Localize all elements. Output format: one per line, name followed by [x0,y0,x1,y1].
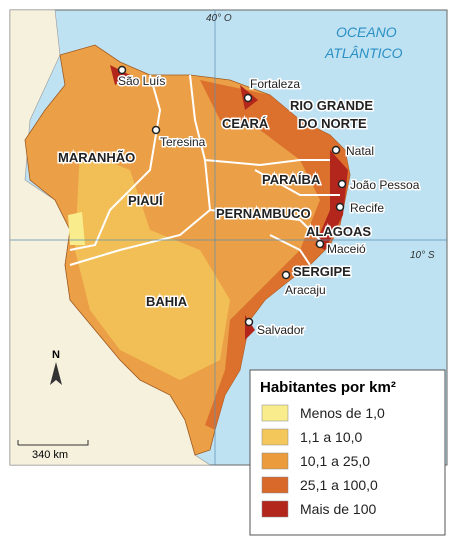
parallel-label: 10° S [410,250,435,261]
state-label: MARANHÃO [58,150,135,165]
city-dot [117,65,127,75]
city-label: Maceió [327,242,366,256]
state-label: BAHIA [146,294,188,309]
legend-title: Habitantes por km² [260,379,396,396]
city-label: Natal [346,144,374,158]
city-label: João Pessoa [350,178,420,192]
city-dot [151,125,161,135]
state-borders [69,74,340,266]
high-density-area [200,80,350,430]
state-labels: MARANHÃO PIAUÍ CEARÁ RIO GRANDE DO NORTE PARA… [57,97,375,311]
legend-box [249,369,446,536]
city-label: Recife [350,201,384,215]
meridian-label: 40° O [206,13,232,24]
state-label: SERGIPE [293,264,351,279]
state-label: DO NORTE [298,116,367,131]
city-label: Fortaleza [250,77,300,91]
city-dot [337,179,347,189]
city-dot [335,202,345,212]
city-dot [331,145,341,155]
scale-bar [17,440,89,446]
state-label: CEARÁ [222,116,269,131]
legend-items: Menos de 1,0 1,1 a 10,0 10,1 a 25,0 25,1 a … [261,404,385,518]
legend-label: 10,1 a 25,0 [300,453,370,469]
state-label: ALAGOAS [306,224,371,239]
city-label: Teresina [160,135,206,149]
very-low-density-area [68,212,85,245]
city-label: São Luís [118,74,165,88]
city-dot [315,239,325,249]
city-dot [243,93,253,103]
legend-label: Menos de 1,0 [300,405,385,421]
city-dot [281,270,291,280]
state-label: PARAÍBA [262,172,321,187]
state-label: PERNAMBUCO [216,206,311,221]
city-label: Salvador [257,323,304,337]
legend-label: 1,1 a 10,0 [300,429,362,445]
legend-swatch [261,500,289,518]
city-label: Aracaju [285,283,326,297]
legend-swatch [261,428,289,446]
city-dot [244,317,254,327]
legend-swatch [261,452,289,470]
scale-label: 340 km [32,449,68,461]
state-label: RIO GRANDE [290,98,373,113]
legend-label: Mais de 100 [300,501,376,517]
legend-swatch [261,476,289,494]
north-label: N [52,349,60,361]
state-label: PIAUÍ [128,193,163,208]
legend-label: 25,1 a 100,0 [300,477,378,493]
ocean-label: OCEANO [336,24,397,40]
ocean-label: ATLÂNTICO [324,45,403,61]
city-labels: São Luís Teresina Fortaleza Natal João Pesso… [117,65,421,339]
legend-swatch [261,404,289,422]
north-arrow [50,362,62,385]
